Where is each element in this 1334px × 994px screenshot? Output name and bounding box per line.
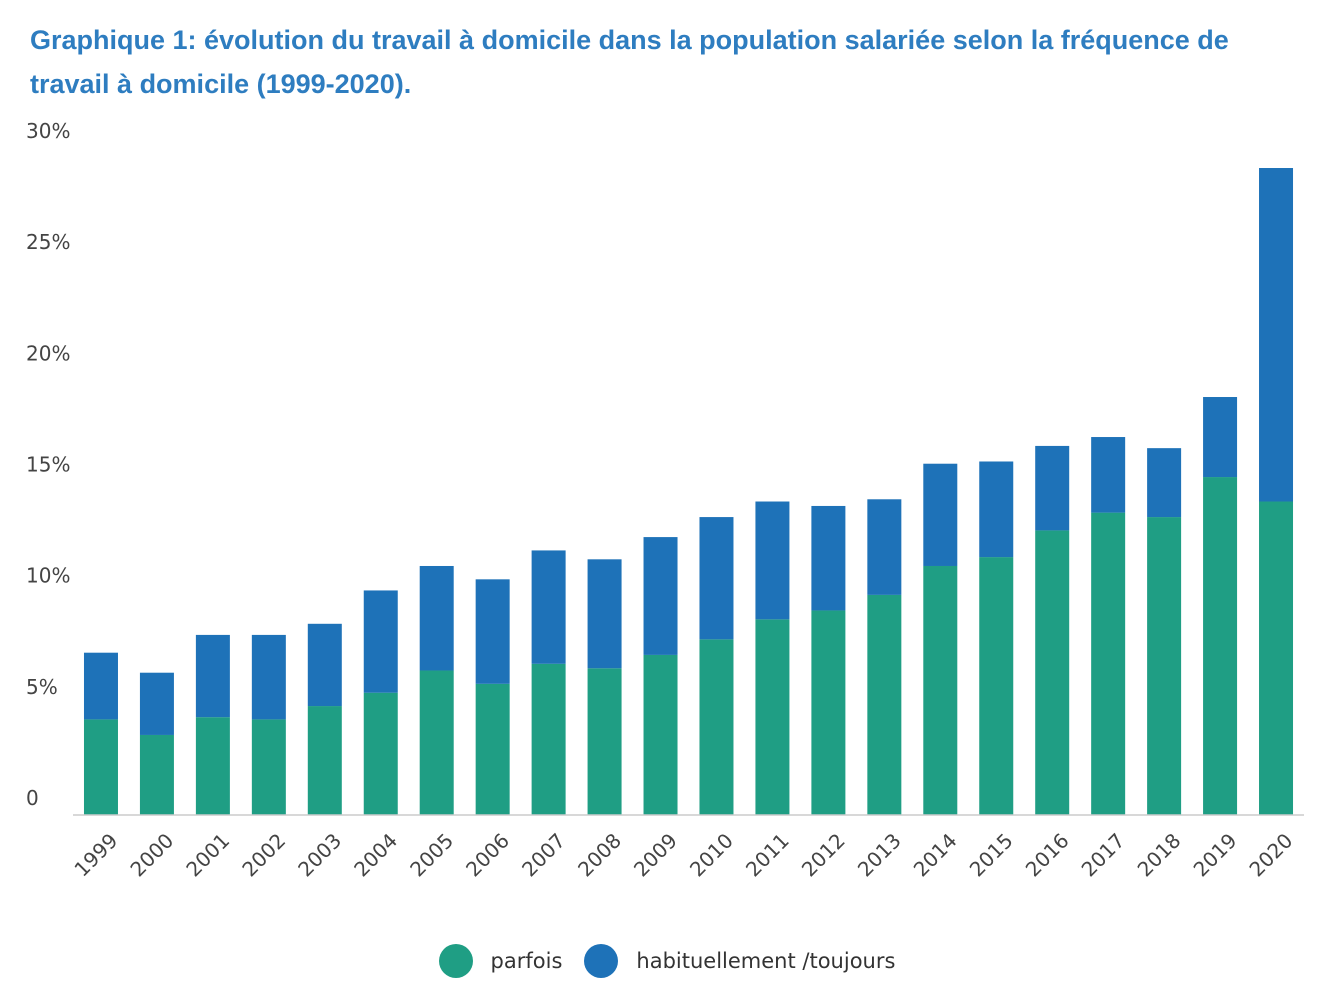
legend-swatch-parfois [438,944,473,978]
x-tick-label: 2018 [1133,828,1186,881]
bar-habituellement-2009[interactable] [643,537,678,655]
x-tick-label: 2005 [405,828,458,881]
bar-parfois-2005[interactable] [419,670,454,815]
y-tick-label: 30% [26,119,70,143]
y-axis: 0 5% 10% 15% 20% 25% 30% [26,119,70,810]
bar-parfois-2017[interactable] [1091,512,1126,815]
bar-parfois-2013[interactable] [867,594,902,815]
x-tick-label: 2019 [1189,828,1242,881]
x-tick-label: 2013 [853,828,906,881]
bar-parfois-2002[interactable] [251,719,286,815]
bar-habituellement-2001[interactable] [195,634,230,718]
bar-parfois-2020[interactable] [1259,501,1294,815]
y-tick-label: 25% [26,230,70,254]
legend-label-habituellement: habituellement /toujours [636,949,896,973]
bar-parfois-2019[interactable] [1203,477,1238,815]
bar-parfois-2003[interactable] [307,706,342,815]
x-tick-label: 2004 [349,828,402,881]
bar-habituellement-2011[interactable] [755,501,790,620]
x-tick-label: 2008 [573,828,626,881]
x-tick-label: 2014 [909,828,962,881]
bar-parfois-2010[interactable] [699,639,734,815]
bar-parfois-2000[interactable] [139,734,174,815]
bar-habituellement-2004[interactable] [363,590,398,693]
x-tick-label: 2000 [125,828,178,881]
bar-parfois-2011[interactable] [755,619,790,815]
bar-habituellement-2018[interactable] [1147,448,1182,518]
x-axis: 1999 2000 2001 2002 2003 2004 2005 2006 2007 2008… [69,828,1297,881]
bar-parfois-2007[interactable] [531,663,566,815]
bar-habituellement-2020[interactable] [1259,168,1294,502]
y-tick-label: 20% [26,341,70,365]
bar-habituellement-2019[interactable] [1203,397,1238,478]
bar-parfois-2004[interactable] [363,692,398,815]
bar-habituellement-2007[interactable] [531,550,566,664]
x-tick-label: 2011 [741,828,794,881]
x-tick-label: 2002 [237,828,290,881]
bar-parfois-2015[interactable] [979,557,1014,815]
bar-habituellement-2014[interactable] [923,463,958,566]
legend-swatch-habituellement [584,944,619,978]
bar-parfois-2009[interactable] [643,654,678,815]
bar-habituellement-1999[interactable] [83,652,118,720]
x-tick-label: 2015 [965,828,1018,881]
x-tick-label: 2010 [685,828,738,881]
y-tick-label: 5% [26,675,58,699]
bar-parfois-2014[interactable] [923,565,958,815]
bar-habituellement-2015[interactable] [979,461,1014,558]
bar-habituellement-2013[interactable] [867,499,902,595]
legend: parfois habituellement /toujours [0,944,1334,978]
bar-parfois-2008[interactable] [587,668,622,815]
bar-habituellement-2010[interactable] [699,517,734,640]
legend-label-parfois: parfois [490,949,563,973]
x-tick-label: 2009 [629,828,682,881]
legend-item-parfois[interactable]: parfois [438,944,563,978]
y-tick-label: 15% [26,453,70,477]
x-tick-label: 2012 [797,828,850,881]
legend-item-habituellement[interactable]: habituellement /toujours [584,944,895,978]
x-tick-label: 1999 [69,828,122,881]
bar-habituellement-2003[interactable] [307,623,342,707]
x-tick-label: 2016 [1021,828,1074,881]
x-tick-label: 2006 [461,828,514,881]
bars-group [83,168,1294,815]
x-tick-label: 2001 [181,828,234,881]
bar-habituellement-2002[interactable] [251,634,286,720]
bar-parfois-1999[interactable] [83,719,118,815]
bar-parfois-2012[interactable] [811,610,846,815]
y-tick-label: 10% [26,564,70,588]
bar-habituellement-2008[interactable] [587,559,622,669]
y-tick-label: 0 [26,786,39,810]
bar-parfois-2001[interactable] [195,717,230,815]
bar-habituellement-2016[interactable] [1035,445,1070,531]
bar-habituellement-2012[interactable] [811,505,846,611]
x-tick-label: 2017 [1077,828,1130,881]
chart-title: Graphique 1: évolution du travail à domi… [30,25,1229,99]
x-tick-label: 2007 [517,828,570,881]
bar-parfois-2006[interactable] [475,683,510,815]
bar-habituellement-2005[interactable] [419,565,454,671]
x-tick-label: 2003 [293,828,346,881]
bar-parfois-2018[interactable] [1147,517,1182,815]
bar-habituellement-2017[interactable] [1091,437,1126,513]
bar-habituellement-2006[interactable] [475,579,510,684]
bar-parfois-2016[interactable] [1035,530,1070,815]
bar-habituellement-2000[interactable] [139,672,174,735]
x-tick-label: 2020 [1244,828,1297,881]
